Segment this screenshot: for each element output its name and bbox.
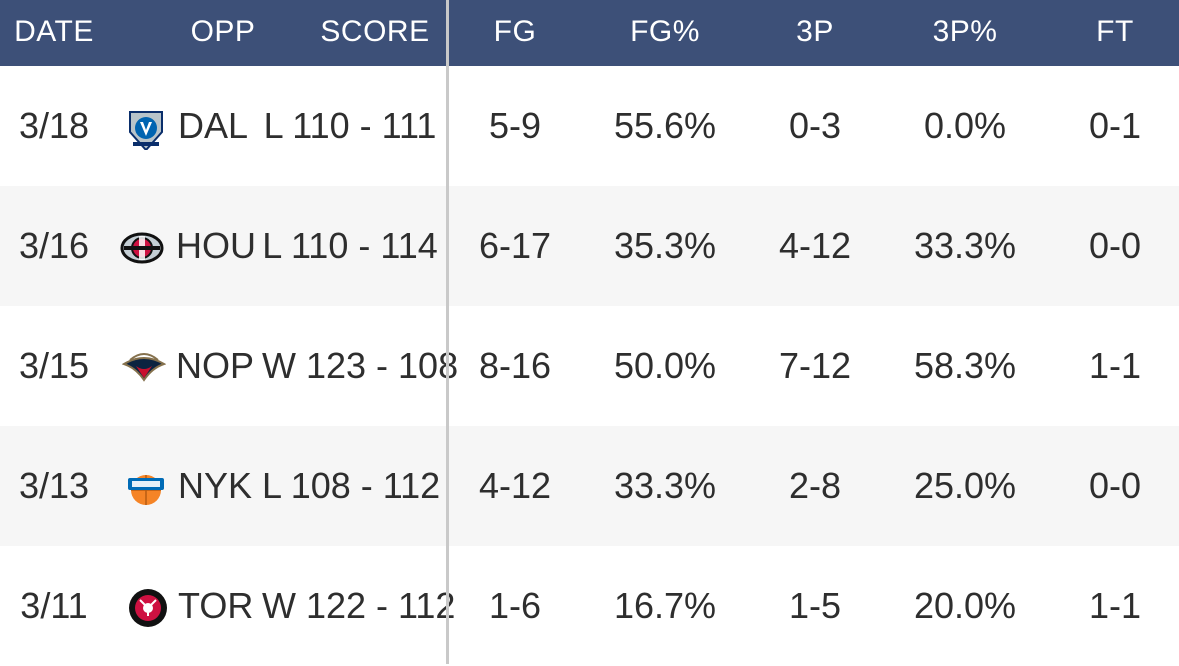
table-row[interactable]: 3/11 TOR W 122 - 112 1-6 16.7% 1-5 20.0%… xyxy=(0,546,1179,664)
fg-pct-cell: 33.3% xyxy=(613,465,717,506)
opponent-cell: HOU xyxy=(176,225,256,266)
score-cell: L 110 - 111 xyxy=(263,105,437,146)
3p-cell: 7-12 xyxy=(778,345,852,386)
table-row[interactable]: 3/13 NYK L 108 - 112 4-12 33.3% 2-8 25.0… xyxy=(0,426,1179,546)
header-fg[interactable]: FG xyxy=(493,15,537,48)
score-cell: W 122 - 112 xyxy=(262,585,456,626)
3p-pct-cell: 25.0% xyxy=(913,465,1017,506)
3p-cell: 0-3 xyxy=(788,105,842,146)
3p-pct-cell: 20.0% xyxy=(913,585,1017,626)
opponent-cell: NYK xyxy=(178,465,253,506)
date-cell: 3/13 xyxy=(18,465,90,506)
date-cell: 3/11 xyxy=(20,585,88,626)
3p-pct-cell: 58.3% xyxy=(913,345,1017,386)
opponent-cell: DAL xyxy=(178,105,249,146)
fg-pct-cell: 35.3% xyxy=(613,225,717,266)
header-3p[interactable]: 3P xyxy=(796,15,834,48)
fg-cell: 5-9 xyxy=(488,105,542,146)
rockets-logo-icon xyxy=(120,226,164,270)
ft-cell: 1-1 xyxy=(1088,585,1142,626)
header-3p-pct[interactable]: 3P% xyxy=(932,15,998,48)
header-opp[interactable]: OPP xyxy=(190,15,256,48)
3p-cell: 4-12 xyxy=(778,225,852,266)
raptors-logo-icon xyxy=(126,586,170,630)
ft-cell: 0-0 xyxy=(1088,225,1142,266)
knicks-logo-icon xyxy=(124,466,168,510)
date-cell: 3/18 xyxy=(18,105,90,146)
fg-pct-cell: 16.7% xyxy=(613,585,717,626)
table-row[interactable]: 3/16 HOU L 110 - 114 6-17 35.3% 4-12 33.… xyxy=(0,186,1179,306)
3p-cell: 1-5 xyxy=(788,585,842,626)
fg-cell: 1-6 xyxy=(488,585,542,626)
mavericks-logo-icon xyxy=(124,106,168,150)
pelicans-logo-icon xyxy=(122,346,166,390)
fg-pct-cell: 50.0% xyxy=(613,345,717,386)
column-divider xyxy=(446,0,449,664)
fg-cell: 6-17 xyxy=(478,225,552,266)
score-cell: W 123 - 108 xyxy=(262,345,459,386)
3p-cell: 2-8 xyxy=(788,465,842,506)
ft-cell: 0-0 xyxy=(1088,465,1142,506)
table-row[interactable]: 3/18 DAL L 110 - 111 5-9 55.6% 0-3 0.0% … xyxy=(0,66,1179,186)
3p-pct-cell: 33.3% xyxy=(913,225,1017,266)
ft-cell: 0-1 xyxy=(1088,105,1142,146)
header-ft[interactable]: FT xyxy=(1096,15,1134,48)
score-cell: L 108 - 112 xyxy=(262,465,441,506)
date-cell: 3/16 xyxy=(18,225,90,266)
ft-cell: 1-1 xyxy=(1088,345,1142,386)
fg-cell: 4-12 xyxy=(478,465,552,506)
header-score[interactable]: SCORE xyxy=(320,15,430,48)
score-cell: L 110 - 114 xyxy=(262,225,438,266)
opponent-cell: NOP xyxy=(176,345,255,386)
table-header: DATE OPP SCORE FG FG% 3P 3P% FT xyxy=(0,0,1179,66)
fg-pct-cell: 55.6% xyxy=(613,105,717,146)
3p-pct-cell: 0.0% xyxy=(923,105,1007,146)
opponent-cell: TOR xyxy=(178,585,254,626)
header-date[interactable]: DATE xyxy=(14,15,94,48)
fg-cell: 8-16 xyxy=(478,345,552,386)
table-row[interactable]: 3/15 NOP W 123 - 108 8-16 50.0% 7-12 58.… xyxy=(0,306,1179,426)
header-fg-pct[interactable]: FG% xyxy=(630,15,700,48)
date-cell: 3/15 xyxy=(18,345,90,386)
